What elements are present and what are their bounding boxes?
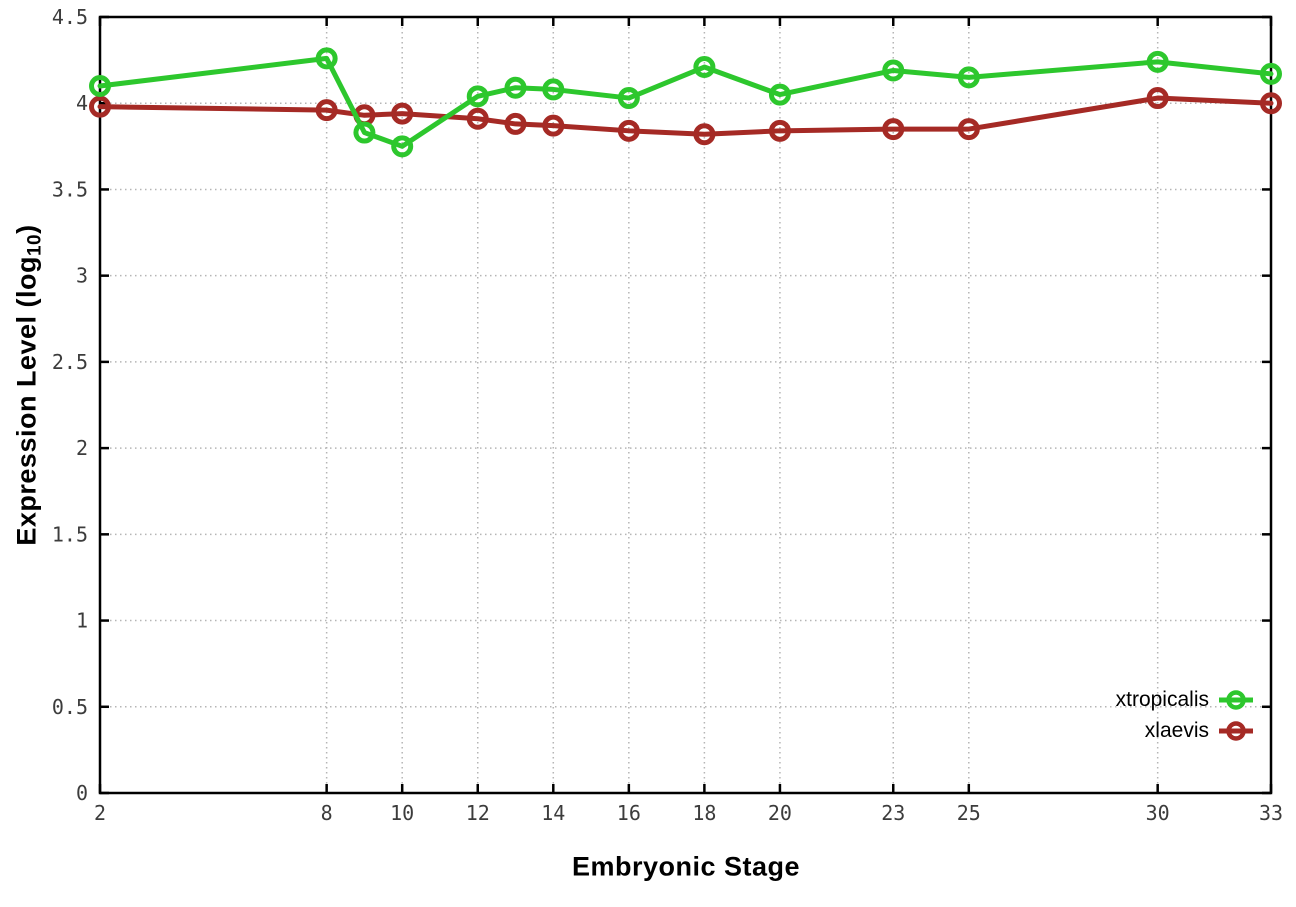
data-point-marker (1260, 92, 1282, 115)
y-tick-label: 2 (76, 436, 88, 460)
data-point-marker (466, 107, 489, 130)
x-tick-label: 33 (1259, 801, 1283, 825)
data-point-marker (693, 56, 716, 79)
data-point-marker (504, 112, 527, 135)
data-point-marker (693, 123, 716, 146)
y-tick-label: 4.5 (52, 5, 88, 29)
x-tick-label: 2 (94, 801, 106, 825)
x-tick-label: 23 (881, 801, 905, 825)
plot-border (98, 15, 1273, 795)
data-point-marker (882, 59, 905, 82)
x-axis-label: Embryonic Stage (571, 851, 801, 882)
legend-label: xlaevis (1144, 718, 1209, 742)
y-axis-label: Expression Level (log10) (12, 224, 47, 545)
data-point-marker (353, 121, 376, 144)
x-tick-label: 12 (466, 801, 490, 825)
data-point-marker (89, 74, 111, 97)
data-point-marker (315, 47, 338, 70)
data-point-marker (315, 99, 338, 122)
data-point-marker (768, 83, 791, 106)
x-tick-label: 16 (617, 801, 641, 825)
x-tick-label: 25 (957, 801, 981, 825)
legend: xtropicalis xlaevis (1116, 684, 1253, 746)
y-tick-label: 4 (76, 91, 88, 115)
legend-sample-marker (1226, 720, 1246, 741)
data-point-marker (89, 95, 111, 118)
data-point-marker (617, 119, 640, 142)
y-tick-label: 3.5 (52, 177, 88, 201)
legend-item-xlaevis: xlaevis (1116, 715, 1253, 746)
data-point-marker (957, 66, 980, 89)
series-xlaevis (89, 87, 1282, 146)
y-axis-label-subscript: 10 (24, 233, 46, 257)
y-axis-label-text: Expression Level (log (11, 256, 42, 546)
data-point-marker (1260, 62, 1282, 85)
y-tick-label: 2.5 (52, 350, 88, 374)
data-point-marker (466, 85, 489, 108)
legend-marker-icon (1219, 689, 1253, 710)
y-tick-label: 1 (76, 609, 88, 633)
legend-marker-icon (1219, 720, 1253, 741)
data-point-marker (391, 102, 414, 125)
x-tick-label: 18 (692, 801, 716, 825)
tick-marks (98, 15, 1273, 795)
tick-labels: 2 8 10 12 14 16 18 20 23 25 30 33 0 0.5 1 1.5 2 2.5 3 3.5 4 4… (52, 5, 1283, 825)
data-point-marker (542, 114, 565, 137)
y-tick-label: 3 (76, 264, 88, 288)
y-tick-label: 1.5 (52, 522, 88, 546)
data-point-marker (391, 135, 414, 158)
y-axis-label-suffix: ) (11, 224, 42, 234)
data-point-marker (957, 118, 980, 141)
y-tick-label: 0 (76, 781, 88, 805)
data-point-marker (1146, 87, 1169, 110)
x-tick-label: 30 (1146, 801, 1170, 825)
data-point-marker (1146, 50, 1169, 73)
legend-item-xtropicalis: xtropicalis (1116, 684, 1253, 715)
data-point-marker (768, 119, 791, 142)
y-tick-label: 0.5 (52, 695, 88, 719)
data-point-marker (617, 87, 640, 110)
legend-sample-marker (1226, 689, 1246, 710)
data-point-marker (504, 76, 527, 99)
legend-label: xtropicalis (1115, 687, 1209, 711)
x-tick-label: 8 (321, 801, 333, 825)
data-point-marker (542, 78, 565, 101)
x-tick-label: 10 (390, 801, 414, 825)
series-xtropicalis (89, 47, 1282, 158)
x-tick-label: 20 (768, 801, 792, 825)
data-point-marker (882, 118, 905, 141)
x-tick-label: 14 (541, 801, 565, 825)
